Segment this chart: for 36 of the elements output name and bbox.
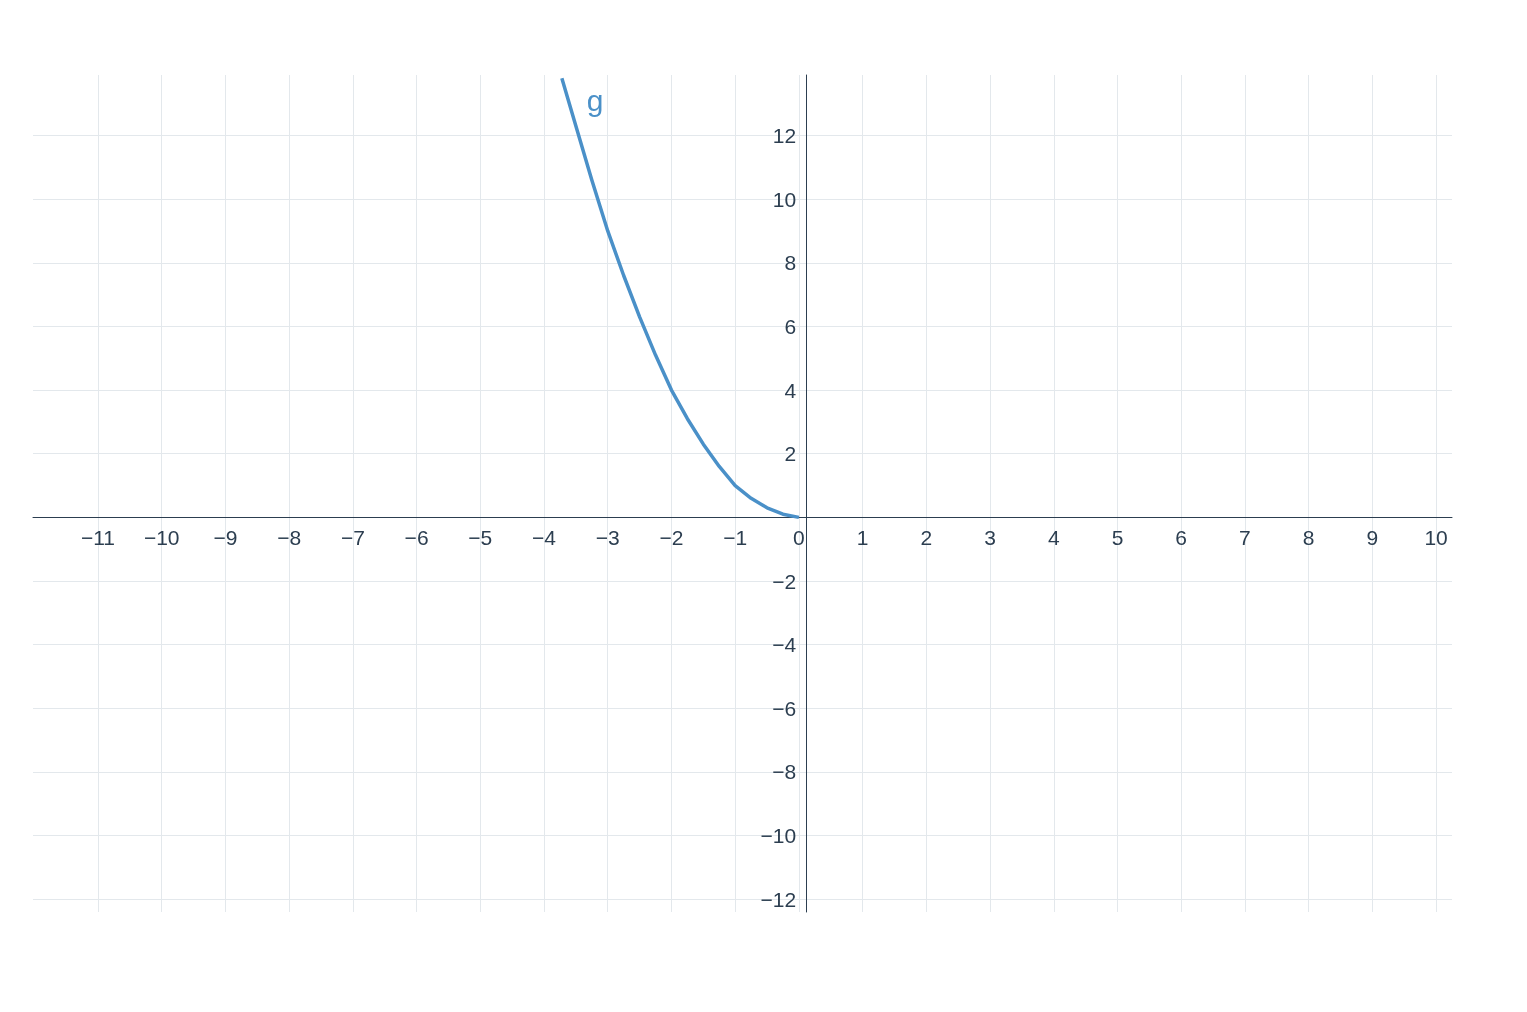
x-tick-label: 4 [1047, 526, 1060, 550]
x-tick-label: −8 [277, 526, 302, 550]
x-tick-label: −2 [659, 526, 684, 550]
line-series [560, 76, 801, 520]
y-tick-label: 2 [784, 442, 797, 466]
x-tick-label: 1 [856, 526, 869, 550]
x-tick-label: 10 [1424, 526, 1448, 550]
y-tick-label: 6 [784, 314, 797, 338]
x-tick-label: −5 [468, 526, 493, 550]
y-tick-label: 12 [772, 123, 797, 147]
x-tick-label: −3 [595, 526, 620, 550]
y-tick-label: 10 [772, 187, 797, 211]
y-tick-label: −4 [772, 633, 797, 657]
series-label: g [586, 83, 604, 117]
x-tick-label: 9 [1366, 526, 1379, 550]
y-tick-label: −6 [772, 696, 797, 720]
x-tick-label: −9 [213, 526, 238, 550]
x-tick-label: −11 [80, 526, 116, 550]
y-tick-label: 8 [784, 251, 797, 275]
x-tick-label: 8 [1302, 526, 1315, 550]
x-tick-label: −4 [532, 526, 557, 550]
x-tick-label: −10 [143, 526, 180, 550]
x-tick-label: −7 [340, 526, 365, 550]
x-tick-label: 2 [920, 526, 933, 550]
x-tick-label: 0 [793, 526, 805, 550]
y-tick-label: −12 [760, 887, 797, 911]
x-tick-label: 7 [1239, 526, 1251, 550]
y-tick-label: −2 [772, 569, 797, 593]
x-tick-label: −1 [723, 526, 748, 550]
x-tick-label: 5 [1111, 526, 1124, 550]
x-tick-label: −6 [404, 526, 429, 550]
y-tick-label: −8 [772, 760, 797, 784]
x-tick-label: 6 [1175, 526, 1188, 550]
y-tick-label: −10 [760, 824, 797, 848]
x-tick-label: 3 [984, 526, 996, 550]
y-tick-label: 4 [784, 378, 797, 402]
